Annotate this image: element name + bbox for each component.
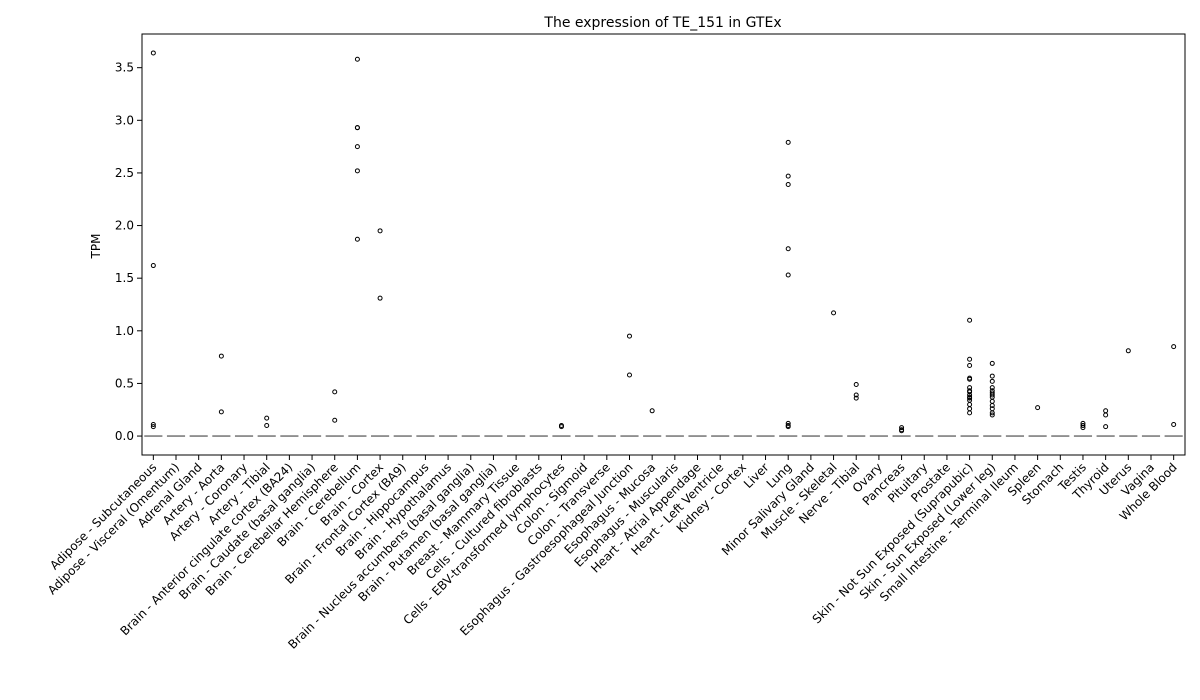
y-tick-label: 2.5 bbox=[115, 166, 134, 180]
plot-area-frame bbox=[141, 33, 1186, 456]
outlier-point bbox=[967, 363, 973, 369]
outlier-point bbox=[218, 353, 224, 359]
outlier-point bbox=[967, 406, 973, 412]
outlier-point bbox=[967, 395, 973, 401]
y-tick-label: 2.0 bbox=[115, 219, 134, 233]
outlier-point bbox=[150, 50, 156, 56]
outlier-point bbox=[853, 381, 859, 387]
outlier-point bbox=[626, 372, 632, 378]
outlier-point bbox=[1171, 421, 1177, 427]
outlier-point bbox=[967, 317, 973, 323]
outlier-point bbox=[1103, 412, 1109, 418]
outlier-point bbox=[377, 228, 383, 234]
outlier-point bbox=[785, 420, 791, 426]
outlier-point bbox=[150, 263, 156, 269]
outlier-point bbox=[899, 425, 905, 431]
outlier-point bbox=[785, 173, 791, 179]
outlier-point bbox=[354, 236, 360, 242]
outlier-point bbox=[264, 423, 270, 429]
outlier-point bbox=[967, 392, 973, 398]
outlier-point bbox=[1103, 424, 1109, 430]
outlier-point bbox=[967, 401, 973, 407]
outlier-point bbox=[785, 246, 791, 252]
chart-title: The expression of TE_151 in GTEx bbox=[543, 15, 781, 31]
outlier-point bbox=[1035, 405, 1041, 411]
outlier-point bbox=[853, 395, 859, 401]
outlier-point bbox=[989, 398, 995, 404]
y-axis-label: TPM bbox=[89, 234, 103, 260]
outlier-point bbox=[989, 373, 995, 379]
outlier-point bbox=[831, 310, 837, 316]
outlier-point bbox=[989, 410, 995, 416]
outlier-point bbox=[626, 333, 632, 339]
x-tick-label: Liver bbox=[741, 460, 772, 491]
outlier-point bbox=[332, 389, 338, 395]
outlier-point bbox=[1080, 425, 1086, 431]
y-tick-label: 1.0 bbox=[115, 324, 134, 338]
y-tick-label: 3.0 bbox=[115, 113, 134, 127]
outlier-point bbox=[899, 428, 905, 434]
outlier-point bbox=[354, 168, 360, 174]
outlier-point bbox=[989, 412, 995, 418]
outlier-point bbox=[1080, 423, 1086, 429]
outlier-point bbox=[218, 409, 224, 415]
outlier-point bbox=[785, 272, 791, 278]
outlier-point bbox=[967, 356, 973, 362]
outlier-point bbox=[967, 389, 973, 395]
outlier-point bbox=[967, 376, 973, 382]
outlier-point bbox=[989, 385, 995, 391]
x-tick-label: Adipose - Visceral (Omentum) bbox=[45, 460, 182, 597]
outlier-point bbox=[989, 378, 995, 384]
outlier-point bbox=[785, 182, 791, 188]
outlier-point bbox=[332, 417, 338, 423]
y-tick-label: 0.0 bbox=[115, 429, 134, 443]
outlier-point bbox=[150, 421, 156, 427]
outlier-point bbox=[354, 144, 360, 150]
outlier-point bbox=[1125, 348, 1131, 354]
outlier-point bbox=[264, 415, 270, 421]
outlier-point bbox=[785, 424, 791, 430]
outlier-point bbox=[354, 56, 360, 62]
outlier-point bbox=[967, 410, 973, 416]
outlier-point bbox=[853, 392, 859, 398]
outlier-point bbox=[1103, 408, 1109, 414]
y-tick-label: 1.5 bbox=[115, 271, 134, 285]
outlier-point bbox=[354, 125, 360, 131]
outlier-point bbox=[1171, 344, 1177, 350]
y-tick-label: 0.5 bbox=[115, 376, 134, 390]
outlier-point bbox=[649, 408, 655, 414]
outlier-point bbox=[785, 139, 791, 145]
outlier-point bbox=[377, 295, 383, 301]
outlier-point bbox=[989, 403, 995, 409]
y-tick-label: 3.5 bbox=[115, 61, 134, 75]
outlier-point bbox=[989, 392, 995, 398]
outlier-point bbox=[989, 360, 995, 366]
outlier-point bbox=[558, 424, 564, 430]
outlier-point bbox=[150, 424, 156, 430]
